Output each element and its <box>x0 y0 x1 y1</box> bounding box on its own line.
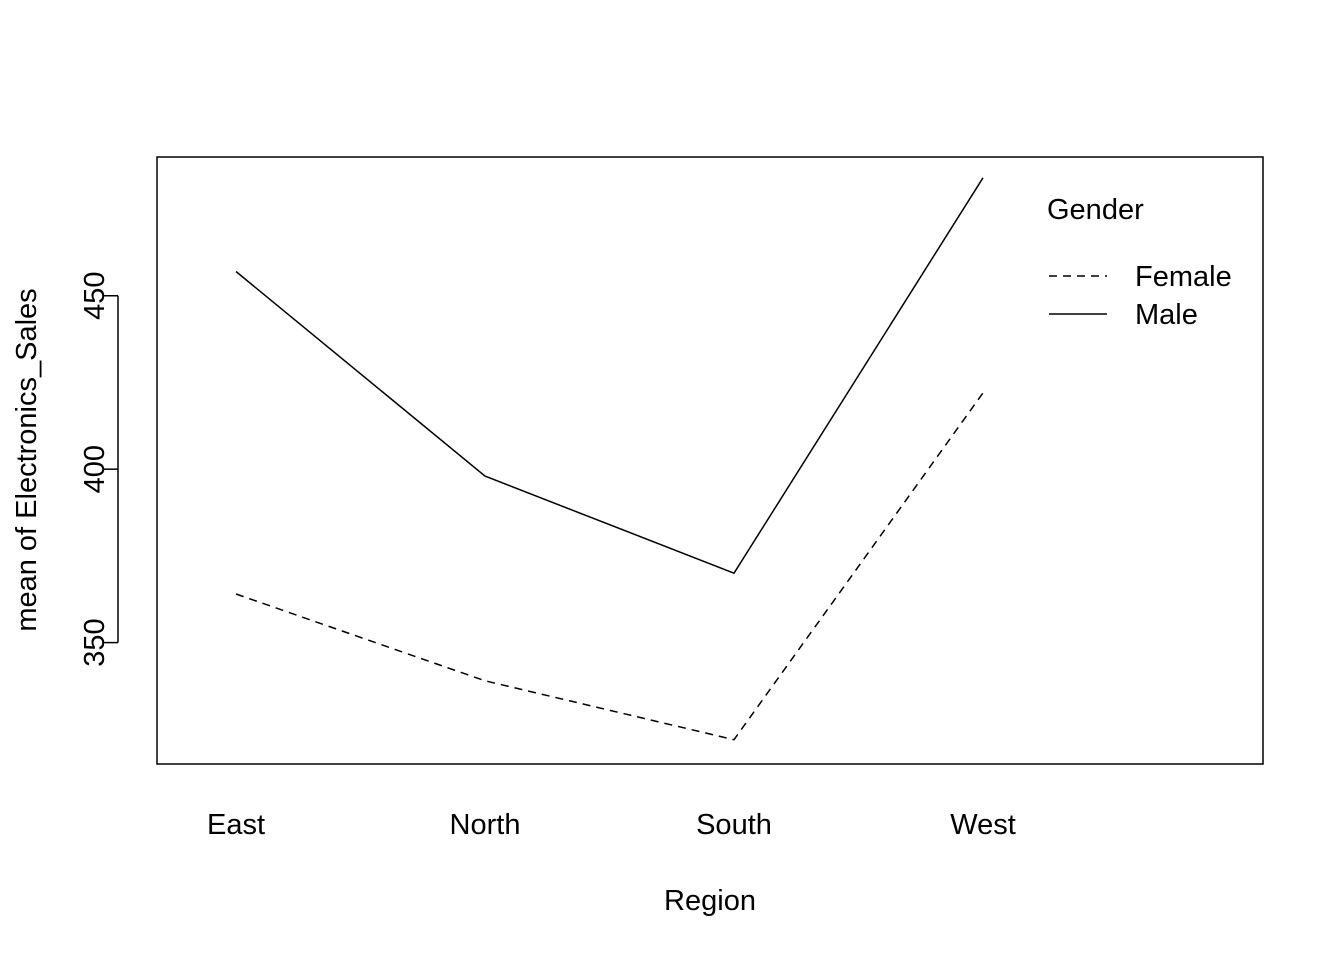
series-line-male <box>235 177 984 575</box>
x-tick-label: West <box>950 809 1016 841</box>
legend-label-female: Female <box>1135 261 1232 293</box>
series-lines <box>235 177 984 741</box>
x-tick-label: North <box>450 809 521 841</box>
y-tick-label: 350 <box>79 618 111 666</box>
legend-title: Gender <box>1047 194 1144 226</box>
x-axis-tick-labels: East North South West <box>207 809 1016 841</box>
plot-frame <box>156 156 1264 765</box>
y-axis: 350 400 450 <box>79 272 119 667</box>
x-tick-label: East <box>207 809 265 841</box>
legend-label-male: Male <box>1135 299 1198 331</box>
x-tick-label: South <box>696 809 772 841</box>
series-line-female <box>235 392 984 741</box>
legend: Gender Female Male <box>1047 194 1232 331</box>
x-axis-label: Region <box>664 885 756 917</box>
y-axis-label: mean of Electronics_Sales <box>11 288 43 631</box>
y-tick-label: 450 <box>79 272 111 320</box>
y-tick-label: 400 <box>79 445 111 493</box>
